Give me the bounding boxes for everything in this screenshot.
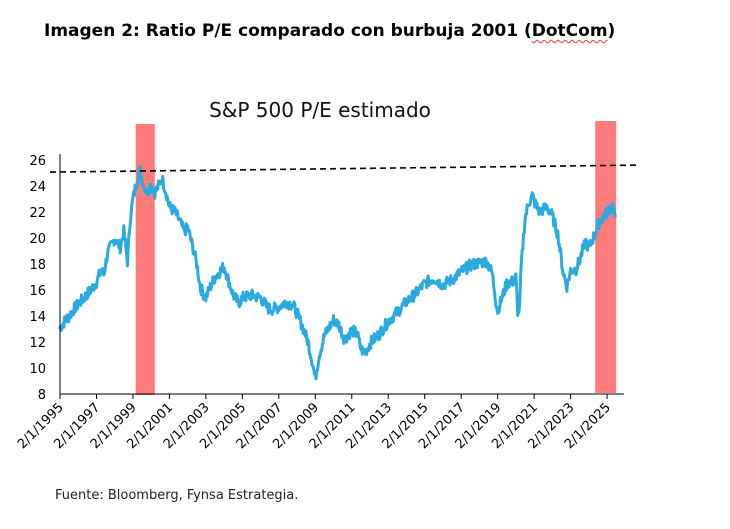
pe-ratio-chart: S&P 500 P/E estimado 8 10 12 14 16 18 20 22 24 26… — [15, 98, 641, 452]
y-tick-label: 10 — [29, 362, 46, 377]
y-tick-label: 22 — [29, 206, 46, 221]
y-tick-label: 18 — [29, 258, 46, 273]
y-tick-label: 20 — [29, 232, 46, 247]
highlight-bands — [135, 121, 617, 395]
y-tick-label: 12 — [29, 336, 46, 351]
heading-underlined-word: DotCom — [531, 21, 608, 41]
figure-heading: Imagen 2: Ratio P/E comparado con burbuj… — [44, 21, 615, 41]
series-line — [58, 164, 617, 381]
y-tick-label: 24 — [29, 180, 46, 195]
y-tick-label: 14 — [29, 310, 46, 325]
y-tick-label: 16 — [29, 284, 46, 299]
highlight-band-1 — [135, 124, 155, 395]
y-tick-label: 26 — [29, 154, 46, 169]
highlight-band-2 — [595, 121, 617, 393]
y-ticks: 8 10 12 14 16 18 20 22 24 26 — [29, 154, 46, 403]
x-ticks: 2/1/19952/1/19972/1/19992/1/20012/1/2003… — [15, 394, 614, 452]
heading-suffix: ) — [607, 21, 616, 41]
source-note: Fuente: Bloomberg, Fynsa Estrategia. — [55, 488, 299, 503]
y-tick-label: 8 — [38, 388, 46, 403]
reference-line — [49, 164, 641, 173]
heading-prefix: Imagen 2: Ratio P/E comparado con burbuj… — [44, 21, 532, 41]
chart-title: S&P 500 P/E estimado — [209, 98, 431, 122]
